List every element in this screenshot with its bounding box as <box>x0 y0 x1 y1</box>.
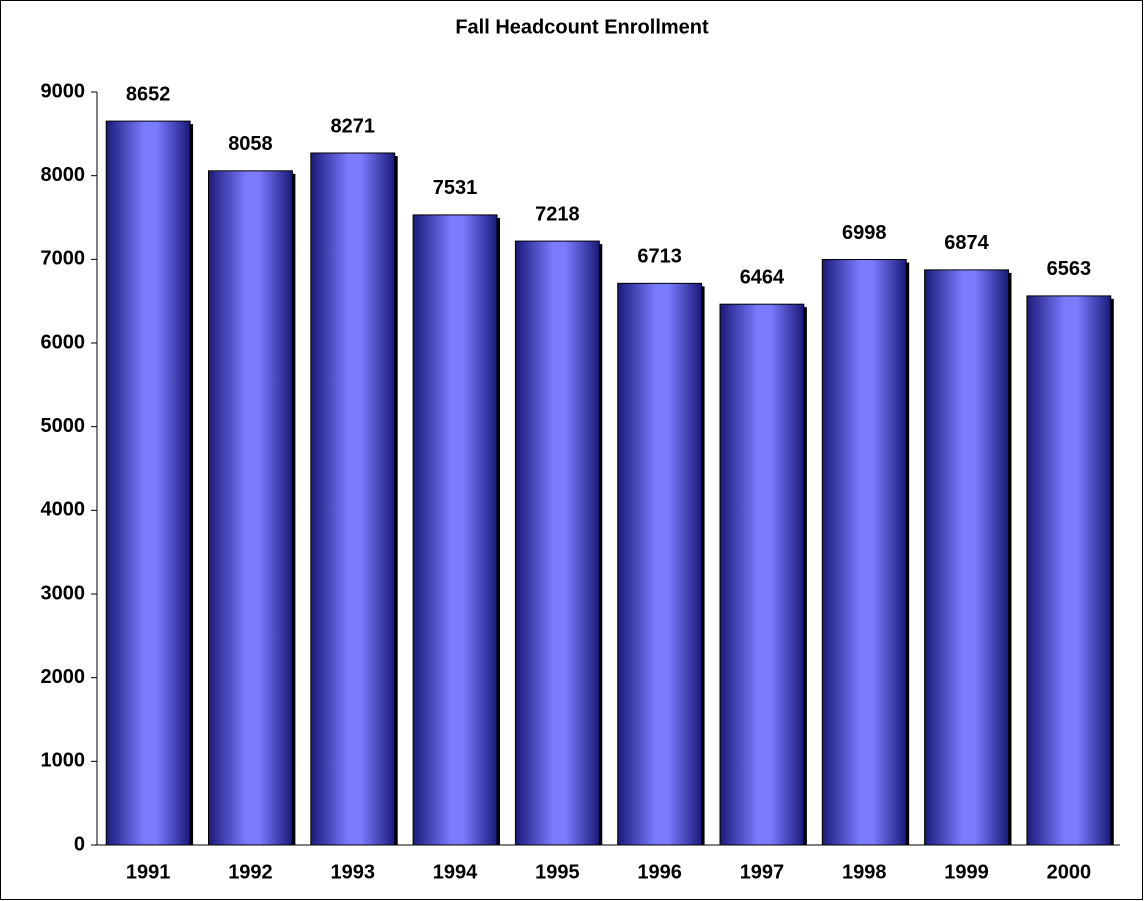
y-tick-label: 6000 <box>41 331 86 353</box>
data-label: 7531 <box>433 177 478 199</box>
bar <box>719 303 805 846</box>
bar <box>1026 295 1112 846</box>
chart-title: Fall Headcount Enrollment <box>455 16 709 38</box>
bar <box>208 170 293 846</box>
data-label: 7218 <box>535 203 580 225</box>
bar <box>617 282 703 846</box>
y-tick-label: 7000 <box>41 248 86 270</box>
data-label: 6713 <box>637 246 682 268</box>
data-label: 8058 <box>228 133 273 155</box>
data-label: 8271 <box>331 115 376 137</box>
y-tick-label: 3000 <box>41 582 86 604</box>
x-tick-label: 2000 <box>1047 861 1092 883</box>
x-tick-label: 1993 <box>331 861 376 883</box>
x-tick-label: 1997 <box>740 861 785 883</box>
data-label: 6998 <box>842 222 887 244</box>
x-tick-label: 1991 <box>126 861 171 883</box>
x-tick-label: 1998 <box>842 861 887 883</box>
bar <box>821 259 907 846</box>
y-tick-label: 0 <box>74 833 85 855</box>
y-tick-label: 8000 <box>41 164 86 186</box>
bar <box>105 120 191 846</box>
y-tick-label: 5000 <box>41 415 86 437</box>
x-tick-label: 1999 <box>944 861 989 883</box>
x-tick-label: 1994 <box>433 861 478 883</box>
bar <box>310 152 396 846</box>
bar <box>514 240 600 846</box>
y-tick-label: 4000 <box>41 499 86 521</box>
data-label: 6874 <box>944 232 989 254</box>
y-tick-label: 1000 <box>41 750 86 772</box>
x-tick-label: 1996 <box>637 861 682 883</box>
bar <box>924 269 1009 846</box>
data-label: 6464 <box>740 266 785 288</box>
x-tick-label: 1995 <box>535 861 580 883</box>
x-tick-label: 1992 <box>228 861 273 883</box>
bar <box>412 214 498 846</box>
y-tick-label: 2000 <box>41 666 86 688</box>
data-label: 6563 <box>1047 258 1092 280</box>
y-tick-label: 9000 <box>41 80 86 102</box>
data-label: 8652 <box>126 83 171 105</box>
